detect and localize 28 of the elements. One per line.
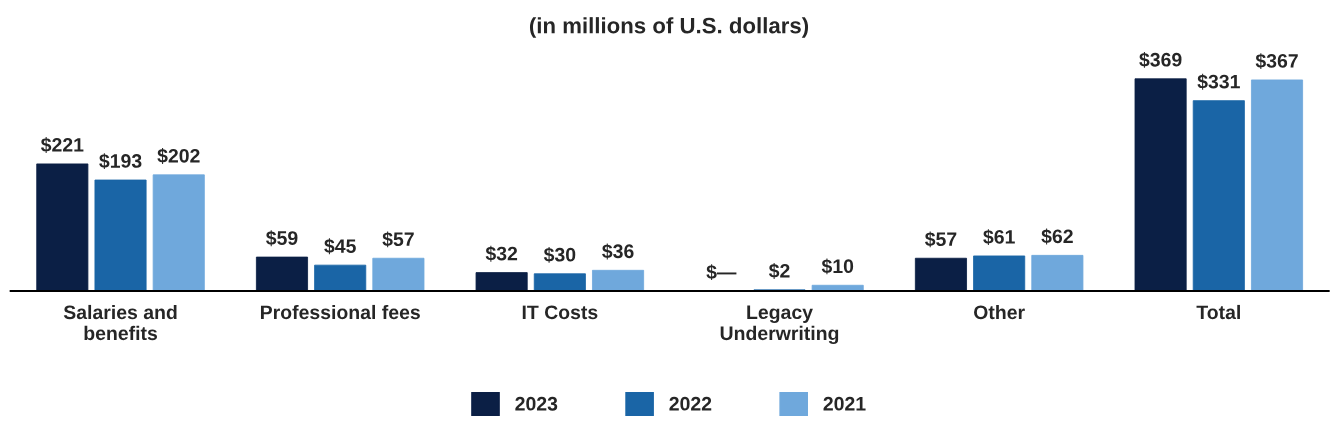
- data-label: $369: [1139, 52, 1182, 68]
- data-label: $45: [324, 238, 356, 255]
- data-label: $57: [924, 231, 957, 248]
- data-label: $32: [485, 245, 518, 262]
- x-tick-label: Legacy Underwriting: [720, 305, 839, 345]
- legend-label: 2022: [669, 396, 712, 411]
- data-label: $221: [40, 137, 84, 153]
- data-label: $202: [157, 148, 200, 164]
- data-label: $61: [983, 229, 1015, 246]
- x-tick-label: Total: [1196, 304, 1240, 320]
- data-label: $193: [99, 153, 142, 170]
- data-label: $36: [602, 243, 634, 260]
- data-label: $62: [1041, 228, 1073, 245]
- data-label: $59: [266, 230, 298, 247]
- data-label: $57: [382, 231, 414, 248]
- x-tick-label: Salaries and benefits: [63, 304, 177, 341]
- chart-title: (in millions of U.S. dollars): [529, 17, 809, 38]
- data-label: $331: [1197, 73, 1240, 90]
- x-tick-label: IT Costs: [522, 305, 598, 320]
- data-label: $—: [706, 264, 737, 281]
- data-label: $10: [821, 258, 854, 275]
- data-label: $2: [768, 263, 790, 279]
- data-label: $367: [1255, 53, 1298, 70]
- data-label: $30: [543, 246, 576, 263]
- legend-label: 2023: [515, 396, 558, 411]
- legend-label: 2021: [823, 396, 866, 411]
- x-tick-label: Other: [974, 304, 1025, 320]
- x-tick-label: Professional fees: [260, 304, 420, 320]
